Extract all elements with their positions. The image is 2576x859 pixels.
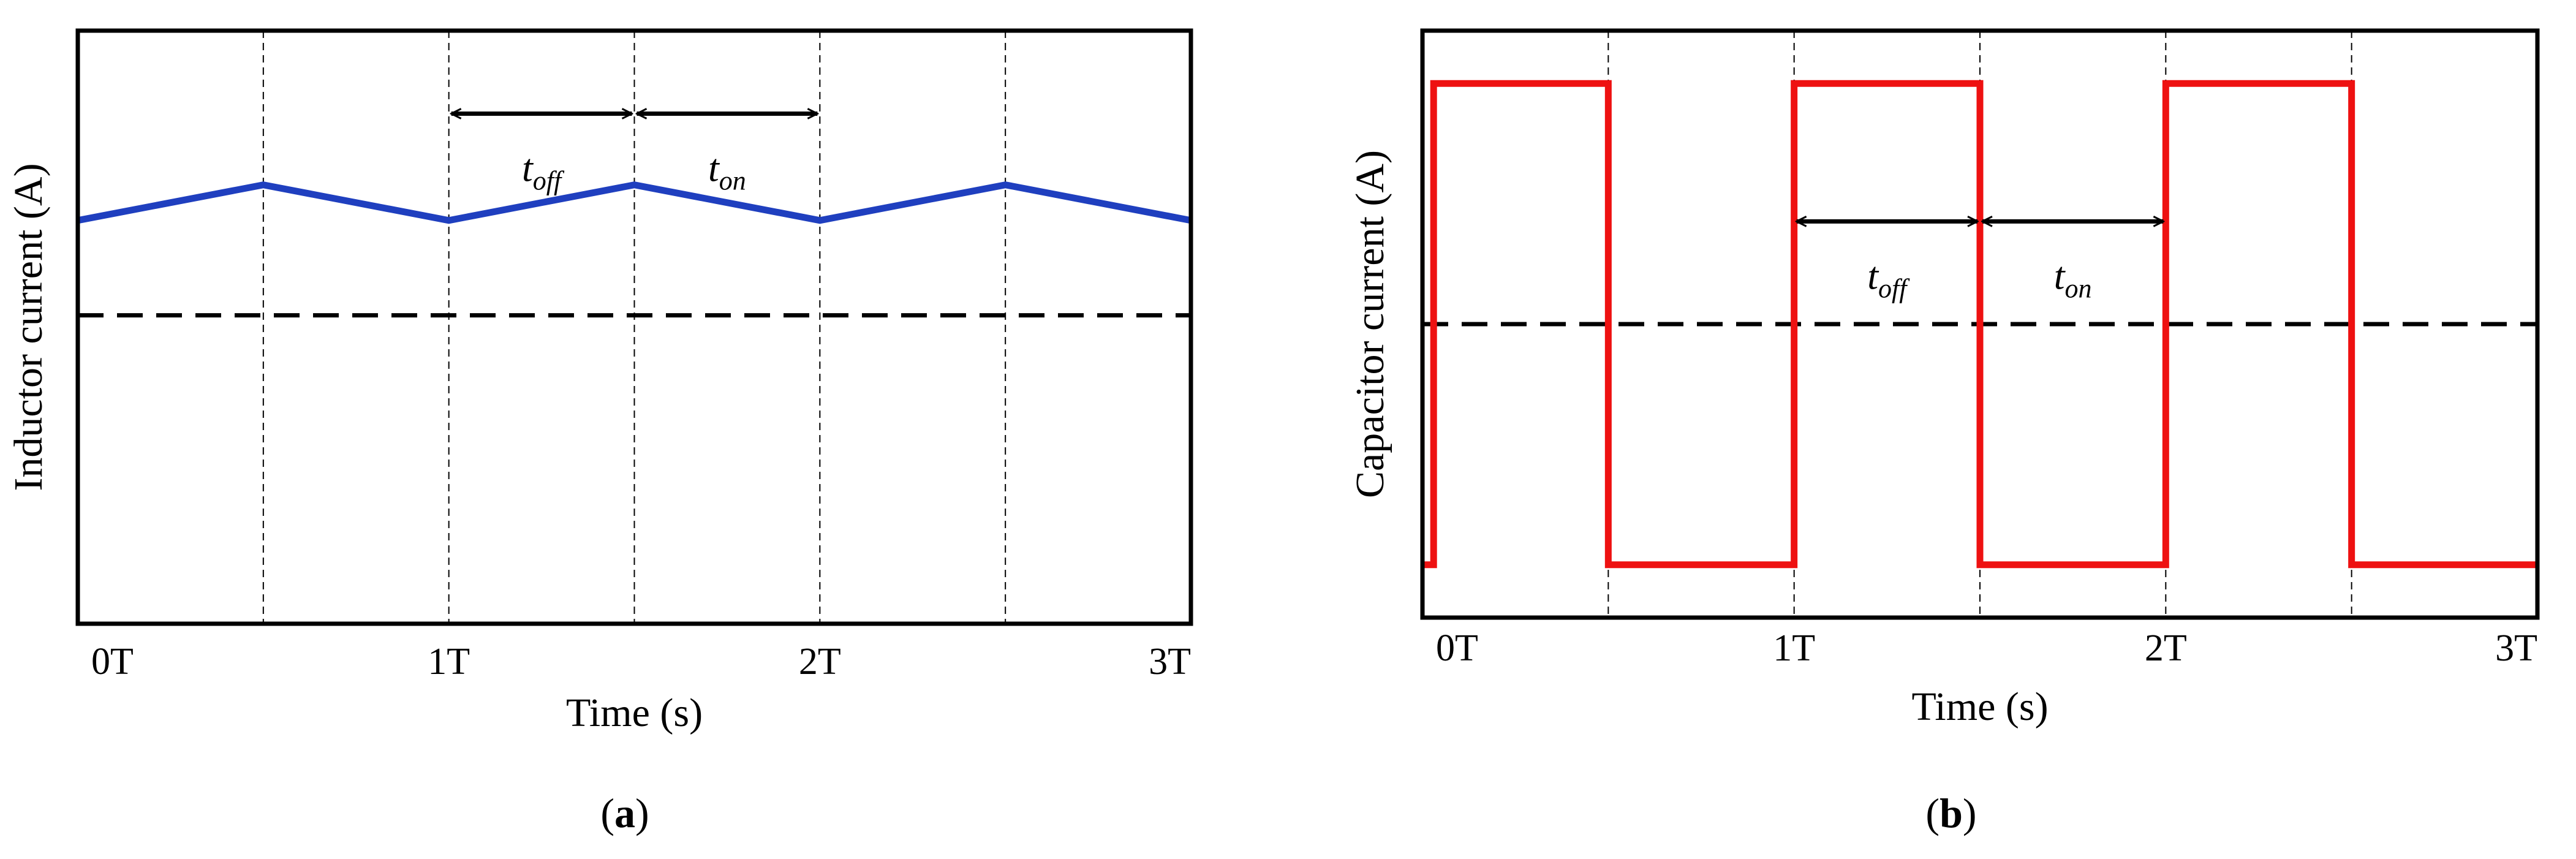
annotation-label: toff <box>1867 254 1910 303</box>
x-tick-label: 3T <box>2495 627 2537 669</box>
x-tick-label: 0T <box>91 641 134 683</box>
y-axis-label: Inductor current (A) <box>6 163 51 491</box>
plot-frame <box>75 28 1193 626</box>
caption-b: (b) <box>1925 790 1976 836</box>
x-axis-label: Time (s) <box>1911 684 2048 729</box>
panel-a: toff ton 0T 1T 2T 3T Time (s) Inductor current … <box>6 28 1193 735</box>
x-tick-label: 0T <box>1436 627 1478 669</box>
x-tick-label: 2T <box>2145 627 2187 669</box>
series-line <box>1422 80 2537 569</box>
plot-frame <box>1420 28 2540 620</box>
x-tick-label: 1T <box>1773 627 1815 669</box>
annotation-label: ton <box>708 146 746 196</box>
y-axis-label: Capacitor current (A) <box>1348 150 1392 498</box>
panel-b: toff ton 0T 1T 2T 3T Time (s) Capacitor current… <box>1348 28 2540 729</box>
x-tick-label: 2T <box>799 641 841 683</box>
annotation-label: ton <box>2054 254 2092 303</box>
x-axis-label: Time (s) <box>566 691 703 735</box>
x-tick-label: 3T <box>1149 641 1191 683</box>
series-line <box>77 181 1192 224</box>
annotation-label: toff <box>522 146 565 196</box>
caption-a: (a) <box>600 790 649 836</box>
x-tick-label: 1T <box>428 641 470 683</box>
